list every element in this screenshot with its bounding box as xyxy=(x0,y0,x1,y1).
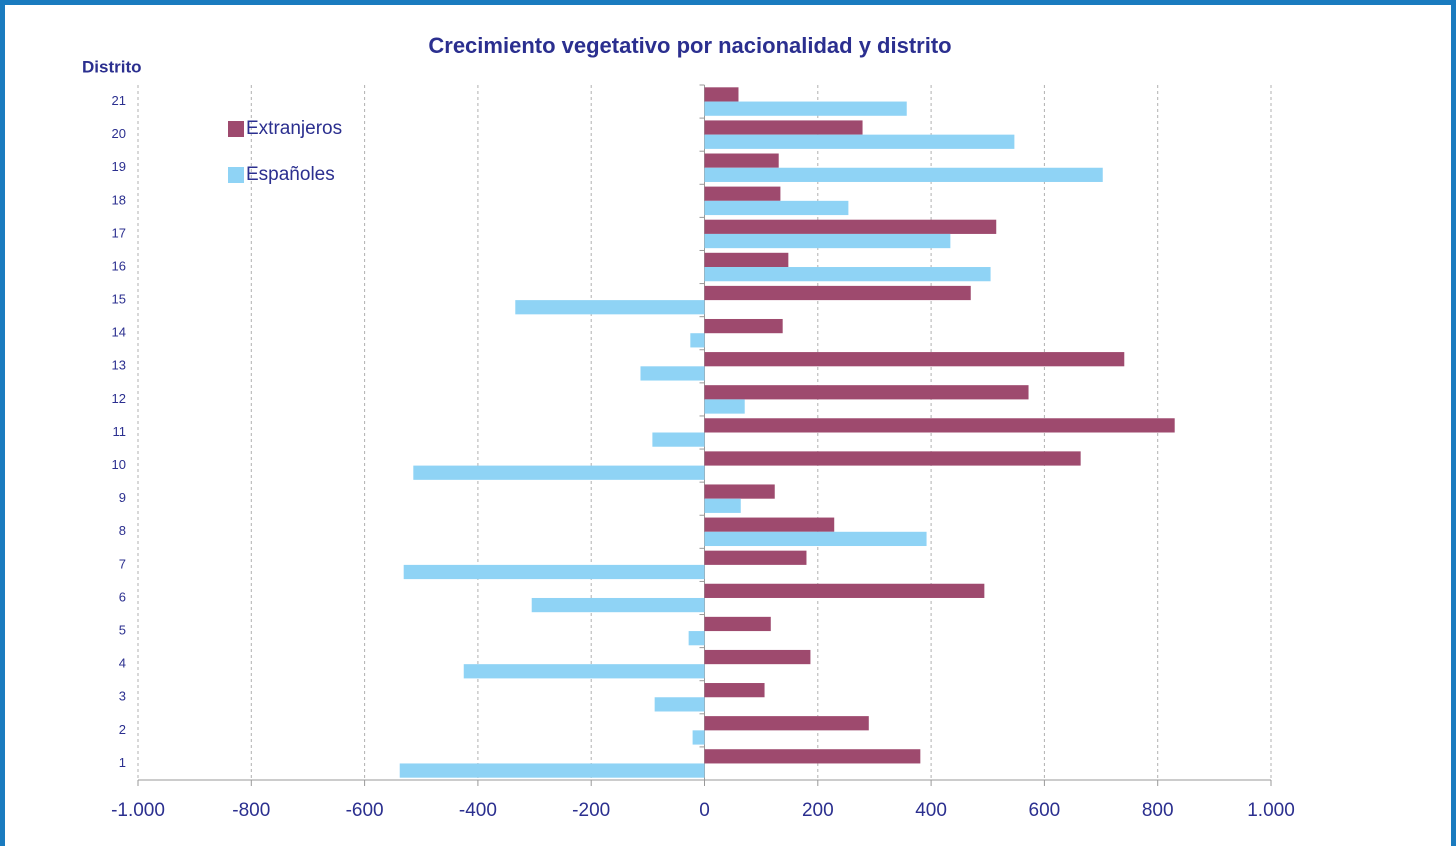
y-tick-label: 19 xyxy=(112,159,126,174)
bar xyxy=(399,763,705,778)
chart-title: Crecimiento vegetativo por nacionalidad … xyxy=(428,33,951,58)
bar xyxy=(704,451,1081,466)
bar xyxy=(704,716,869,731)
y-tick-label: 1 xyxy=(119,755,126,770)
legend-swatch xyxy=(228,121,244,137)
legend-swatch xyxy=(228,167,244,183)
bar xyxy=(704,399,745,414)
bar xyxy=(704,219,997,234)
bar xyxy=(515,300,705,315)
bar xyxy=(704,683,765,698)
bar xyxy=(704,134,1015,149)
y-tick-label: 7 xyxy=(119,556,126,571)
bar xyxy=(413,465,705,480)
bar xyxy=(704,318,783,334)
bar xyxy=(704,200,849,216)
x-tick-label: -800 xyxy=(232,800,270,821)
bar xyxy=(704,498,741,513)
y-tick-label: 8 xyxy=(119,523,126,538)
bar xyxy=(704,749,921,764)
y-tick-label: 21 xyxy=(112,93,126,108)
y-tick-label: 5 xyxy=(119,623,126,638)
bar xyxy=(704,267,991,282)
x-tick-label: -200 xyxy=(572,800,610,821)
y-tick-label: 11 xyxy=(113,424,127,439)
y-tick-label: 4 xyxy=(119,656,126,671)
bar xyxy=(704,153,779,168)
y-tick-label: 6 xyxy=(119,589,126,604)
bar xyxy=(704,531,927,547)
bar xyxy=(704,87,739,102)
bar xyxy=(688,631,705,646)
bar xyxy=(704,352,1125,367)
bar xyxy=(704,484,775,499)
legend-label: Españoles xyxy=(246,164,335,185)
x-tick-label: 200 xyxy=(802,800,834,821)
y-tick-label: 17 xyxy=(112,225,126,240)
bar xyxy=(704,285,971,301)
bar xyxy=(704,385,1029,400)
bar xyxy=(704,252,789,268)
bar xyxy=(692,730,705,745)
y-tick-label: 20 xyxy=(112,126,126,141)
y-tick-label: 2 xyxy=(119,722,126,737)
bar xyxy=(704,101,907,116)
y-tick-label: 10 xyxy=(112,457,126,472)
y-tick-label: 14 xyxy=(112,325,126,340)
bar xyxy=(704,167,1103,182)
bar xyxy=(704,583,985,598)
x-tick-label: -400 xyxy=(459,800,497,821)
bar xyxy=(704,616,771,632)
bar xyxy=(652,432,705,447)
bar xyxy=(704,186,781,201)
x-tick-label: 800 xyxy=(1142,800,1174,821)
x-tick-label: 0 xyxy=(699,800,710,821)
y-tick-label: 18 xyxy=(112,192,126,207)
bar xyxy=(531,597,705,613)
legend-label: Extranjeros xyxy=(246,118,342,139)
y-tick-label: 13 xyxy=(112,358,126,373)
bar xyxy=(690,333,705,348)
x-tick-label: 400 xyxy=(915,800,947,821)
bar xyxy=(704,418,1175,433)
bar xyxy=(403,564,705,580)
y-tick-label: 3 xyxy=(119,689,126,704)
bar xyxy=(654,697,705,712)
bar xyxy=(463,664,705,679)
x-tick-label: 600 xyxy=(1029,800,1061,821)
x-tick-label: -1.000 xyxy=(111,800,165,821)
bar xyxy=(704,120,863,135)
x-tick-label: 1.000 xyxy=(1247,800,1295,821)
bar xyxy=(704,649,811,665)
bar xyxy=(704,550,807,565)
y-axis-label: Distrito xyxy=(82,57,142,76)
x-tick-label: -600 xyxy=(346,800,384,821)
y-tick-label: 12 xyxy=(112,391,126,406)
bar xyxy=(704,517,835,532)
bar xyxy=(640,366,705,381)
y-tick-label: 15 xyxy=(112,292,126,307)
bar xyxy=(704,233,951,249)
y-tick-label: 16 xyxy=(112,258,126,273)
y-tick-label: 9 xyxy=(119,490,126,505)
